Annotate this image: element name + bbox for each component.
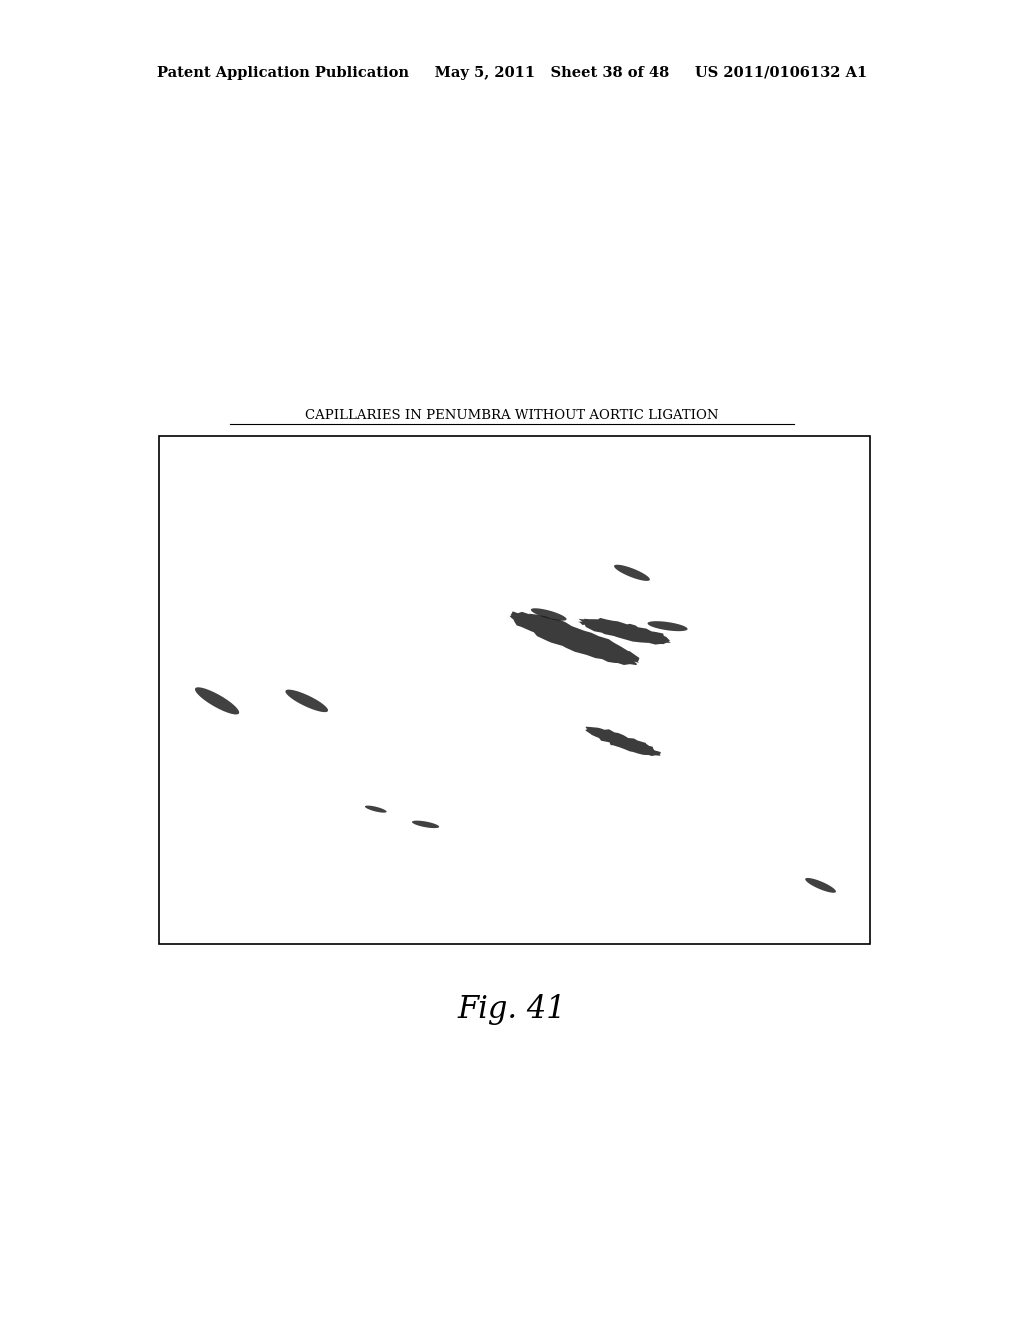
Text: Fig. 41: Fig. 41	[458, 994, 566, 1026]
Bar	[159, 436, 870, 944]
Polygon shape	[286, 689, 328, 713]
Polygon shape	[412, 821, 439, 828]
Text: CAPILLARIES IN PENUMBRA WITHOUT AORTIC LIGATION: CAPILLARIES IN PENUMBRA WITHOUT AORTIC L…	[305, 409, 719, 422]
Polygon shape	[586, 727, 660, 756]
Polygon shape	[510, 611, 639, 665]
Text: Patent Application Publication     May 5, 2011   Sheet 38 of 48     US 2011/0106: Patent Application Publication May 5, 20…	[157, 66, 867, 79]
Polygon shape	[195, 688, 240, 714]
Polygon shape	[614, 565, 650, 581]
Polygon shape	[805, 878, 836, 892]
Polygon shape	[578, 618, 671, 644]
Polygon shape	[365, 805, 387, 813]
Polygon shape	[530, 609, 566, 620]
Polygon shape	[647, 622, 688, 631]
